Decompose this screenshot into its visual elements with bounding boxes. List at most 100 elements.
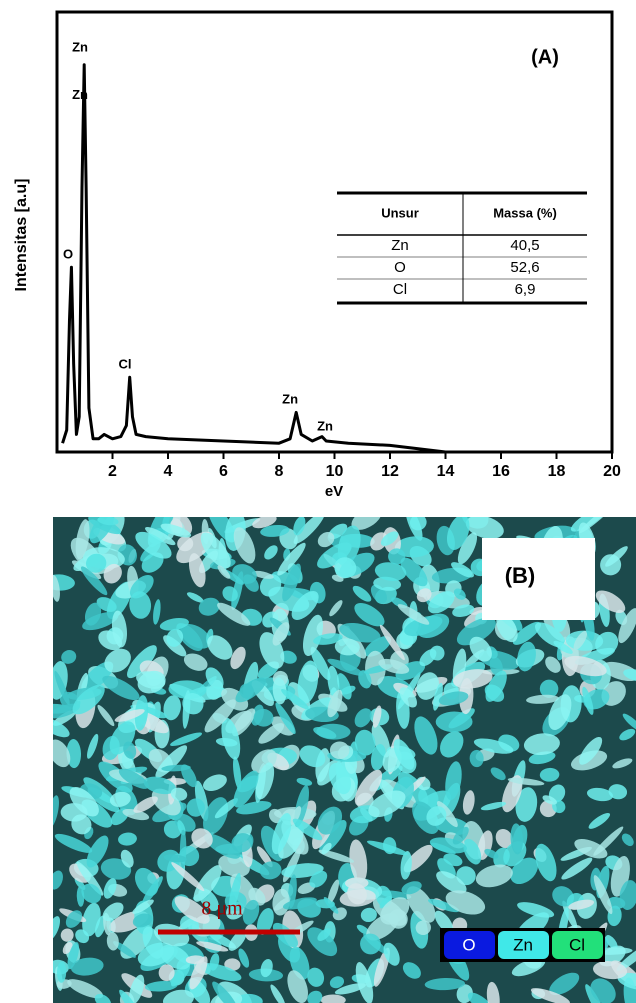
crystal <box>560 846 592 861</box>
crystal <box>393 682 417 698</box>
crystal <box>142 876 163 905</box>
crystal <box>378 779 405 810</box>
crystal <box>490 767 506 781</box>
crystal <box>281 820 309 855</box>
crystal <box>374 562 407 582</box>
crystal <box>94 993 111 1003</box>
crystal <box>215 737 238 747</box>
crystal <box>336 673 352 700</box>
crystal <box>244 677 283 692</box>
crystal <box>275 702 296 735</box>
crystal <box>176 956 203 976</box>
crystal <box>565 630 604 651</box>
crystal <box>232 564 257 584</box>
crystal <box>563 534 578 543</box>
crystal <box>373 947 390 987</box>
crystal <box>618 608 636 644</box>
label-box <box>482 538 595 620</box>
crystal <box>327 533 352 551</box>
crystal <box>98 761 133 793</box>
crystal <box>477 830 493 860</box>
crystal <box>328 687 338 717</box>
crystal <box>281 689 309 710</box>
crystal <box>171 942 205 965</box>
crystal <box>159 617 189 631</box>
crystal <box>67 942 80 970</box>
crystal <box>416 588 432 603</box>
crystal <box>327 750 367 762</box>
crystal <box>334 983 366 995</box>
crystal <box>53 661 68 700</box>
crystal <box>287 563 303 584</box>
crystal <box>365 650 386 686</box>
peak-label: Zn <box>317 418 333 433</box>
crystal <box>413 790 452 821</box>
crystal <box>334 557 357 579</box>
crystal <box>217 602 251 626</box>
crystal <box>140 946 178 971</box>
crystal <box>574 694 589 703</box>
crystal <box>485 670 507 702</box>
crystal <box>127 565 139 597</box>
crystal <box>128 548 137 564</box>
crystal <box>345 877 369 889</box>
crystal <box>473 738 514 754</box>
legend-frame <box>440 928 605 962</box>
crystal <box>61 650 77 664</box>
crystal <box>339 533 375 548</box>
crystal <box>561 636 579 677</box>
crystal <box>167 799 184 821</box>
crystal <box>360 808 373 822</box>
crystal <box>328 523 348 540</box>
crystal <box>256 846 273 868</box>
crystal <box>416 776 431 791</box>
crystal <box>317 532 335 548</box>
crystal <box>327 879 340 904</box>
crystal <box>320 994 346 1003</box>
crystal <box>57 961 67 983</box>
crystal <box>307 990 323 1003</box>
crystal <box>429 645 445 661</box>
crystal <box>253 708 274 727</box>
crystal <box>85 553 107 573</box>
crystal <box>291 590 319 621</box>
crystal <box>185 955 205 964</box>
crystal <box>260 959 273 978</box>
crystal <box>218 854 250 877</box>
crystal <box>590 659 611 691</box>
map-legend: O Zn Cl <box>440 928 605 962</box>
crystal <box>327 665 340 698</box>
crystal <box>198 597 220 616</box>
crystal <box>238 948 250 968</box>
crystal <box>540 582 558 601</box>
crystal <box>227 833 254 865</box>
crystal <box>98 630 123 651</box>
crystal <box>430 842 456 855</box>
crystal <box>369 765 403 792</box>
crystal <box>608 784 628 800</box>
legend-label: Cl <box>569 935 585 954</box>
crystal <box>400 557 428 587</box>
crystal <box>434 817 470 836</box>
crystal <box>484 848 499 859</box>
crystal <box>53 709 77 726</box>
crystal <box>188 553 206 588</box>
crystal <box>118 832 137 846</box>
crystal <box>469 606 486 615</box>
crystal <box>539 679 559 698</box>
crystal <box>558 925 578 946</box>
crystal <box>82 611 119 631</box>
crystal <box>370 532 388 551</box>
crystal <box>277 822 304 859</box>
crystal <box>517 641 536 672</box>
crystal <box>228 929 247 951</box>
crystal <box>73 553 103 572</box>
crystal <box>409 517 427 531</box>
crystal <box>404 615 443 637</box>
crystal <box>233 756 242 790</box>
crystal <box>188 686 228 700</box>
crystal <box>535 843 557 882</box>
crystal <box>53 703 81 719</box>
crystal <box>109 721 136 755</box>
crystal <box>251 749 277 773</box>
